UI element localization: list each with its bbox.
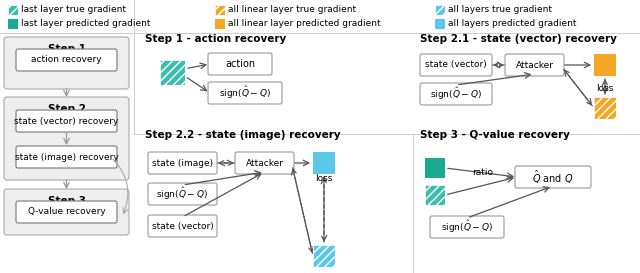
FancyBboxPatch shape	[4, 189, 129, 235]
Text: loss: loss	[316, 174, 333, 183]
Text: sign($\hat{Q}-Q$): sign($\hat{Q}-Q$)	[441, 219, 493, 235]
Bar	[8, 5, 18, 15]
Text: state (vector) recovery: state (vector) recovery	[14, 117, 118, 126]
Text: Step 1: Step 1	[47, 44, 86, 54]
FancyBboxPatch shape	[208, 82, 282, 104]
FancyBboxPatch shape	[420, 54, 492, 76]
Bar	[594, 97, 616, 119]
FancyBboxPatch shape	[420, 83, 492, 105]
Text: sign($\hat{Q}-Q$): sign($\hat{Q}-Q$)	[430, 86, 482, 102]
Bar	[160, 60, 185, 85]
Bar	[215, 19, 225, 29]
Text: Step 3: Step 3	[47, 196, 86, 206]
Text: Step 1 - action recovery: Step 1 - action recovery	[145, 34, 286, 44]
Bar	[215, 5, 225, 15]
Text: last layer true gradient: last layer true gradient	[21, 5, 126, 14]
Text: Step 2.2 - state (image) recovery: Step 2.2 - state (image) recovery	[145, 130, 340, 140]
Text: all layers predicted gradient: all layers predicted gradient	[448, 19, 577, 28]
Bar	[425, 185, 445, 205]
FancyBboxPatch shape	[148, 152, 217, 174]
Text: state (image) recovery: state (image) recovery	[15, 153, 118, 162]
Text: Attacker: Attacker	[515, 61, 554, 70]
Text: ratio: ratio	[472, 168, 493, 177]
Bar	[425, 158, 445, 178]
FancyBboxPatch shape	[208, 53, 272, 75]
Bar	[8, 5, 18, 15]
Bar	[313, 245, 335, 267]
Bar	[8, 19, 18, 29]
Text: all layers true gradient: all layers true gradient	[448, 5, 552, 14]
Text: Step 2: Step 2	[47, 104, 86, 114]
Bar	[313, 152, 335, 174]
Bar	[435, 5, 445, 15]
Text: sign($\hat{Q}-Q$): sign($\hat{Q}-Q$)	[156, 186, 209, 202]
FancyBboxPatch shape	[235, 152, 294, 174]
Bar	[313, 245, 335, 267]
FancyBboxPatch shape	[16, 49, 117, 71]
Text: action: action	[225, 59, 255, 69]
Text: Step 2.1 - state (vector) recovery: Step 2.1 - state (vector) recovery	[420, 34, 617, 44]
FancyBboxPatch shape	[4, 97, 129, 180]
Text: Attacker: Attacker	[246, 159, 284, 168]
FancyBboxPatch shape	[16, 146, 117, 168]
Text: Step 3 - Q-value recovery: Step 3 - Q-value recovery	[420, 130, 570, 140]
Bar	[160, 60, 185, 85]
Text: all linear layer predicted gradient: all linear layer predicted gradient	[228, 19, 381, 28]
Text: $\hat{Q}$ and $Q$: $\hat{Q}$ and $Q$	[532, 168, 573, 186]
Text: last layer predicted gradient: last layer predicted gradient	[21, 19, 150, 28]
Text: action recovery: action recovery	[31, 55, 102, 64]
Text: Q-value recovery: Q-value recovery	[28, 207, 106, 216]
Text: sign($\hat{Q}-Q$): sign($\hat{Q}-Q$)	[219, 85, 271, 101]
Text: state (image): state (image)	[152, 159, 213, 168]
Bar	[435, 5, 445, 15]
Bar	[435, 19, 445, 29]
Bar	[215, 5, 225, 15]
FancyBboxPatch shape	[4, 37, 129, 89]
FancyBboxPatch shape	[148, 215, 217, 237]
Text: all linear layer true gradient: all linear layer true gradient	[228, 5, 356, 14]
FancyBboxPatch shape	[16, 110, 117, 132]
FancyBboxPatch shape	[430, 216, 504, 238]
Text: loss: loss	[596, 84, 614, 93]
Bar	[594, 97, 616, 119]
Text: state (vector): state (vector)	[152, 221, 213, 230]
Bar	[594, 54, 616, 76]
FancyBboxPatch shape	[515, 166, 591, 188]
Bar	[425, 185, 445, 205]
FancyBboxPatch shape	[16, 201, 117, 223]
FancyBboxPatch shape	[505, 54, 564, 76]
FancyBboxPatch shape	[148, 183, 217, 205]
Text: state (vector): state (vector)	[425, 61, 487, 70]
